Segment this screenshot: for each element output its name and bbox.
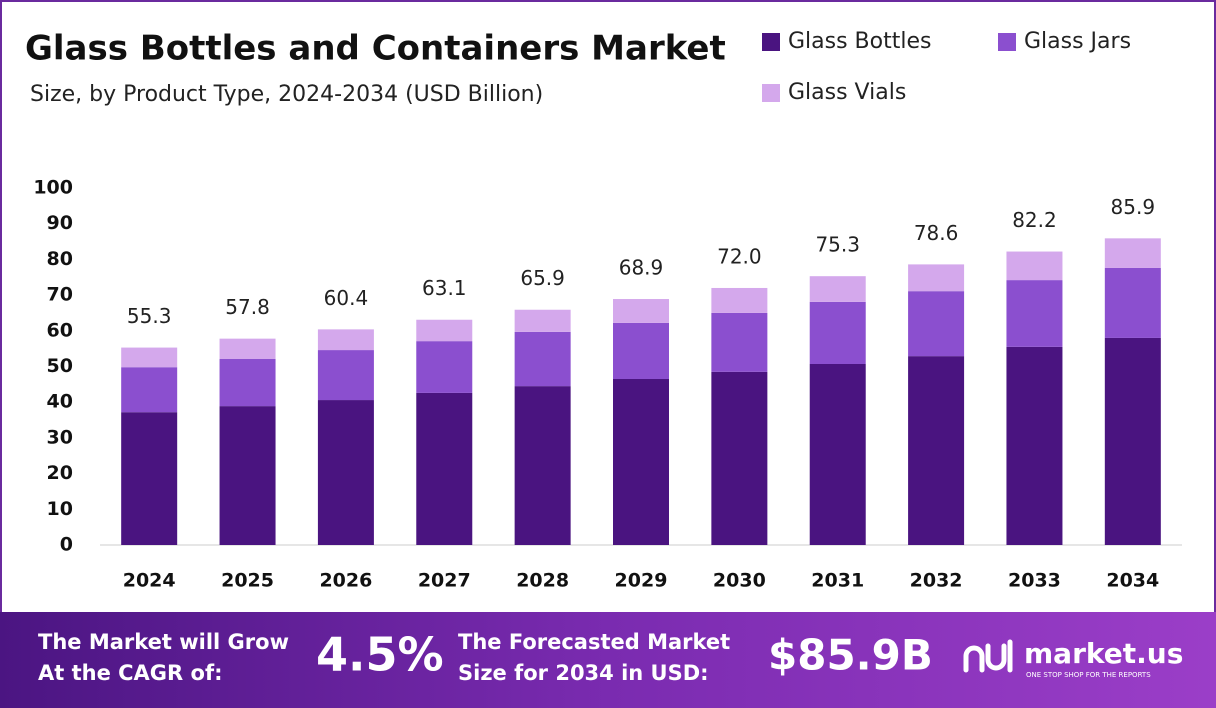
- x-tick-label: 2030: [713, 570, 766, 592]
- logo-icon: [963, 639, 1013, 673]
- y-tick-label: 10: [47, 498, 73, 520]
- bar-segment: [1104, 337, 1161, 545]
- total-label: 68.9: [619, 256, 664, 280]
- x-tick-label: 2031: [811, 570, 864, 592]
- x-tick-label: 2025: [221, 570, 274, 592]
- bar-segment: [317, 350, 374, 401]
- bar-segment: [219, 359, 276, 407]
- legend-swatch: [762, 84, 780, 102]
- bar-segment: [711, 312, 768, 372]
- bar-segment: [908, 264, 965, 292]
- bar-segment: [514, 386, 571, 545]
- bar-segment: [121, 412, 178, 545]
- total-label: 63.1: [422, 276, 467, 300]
- total-label: 85.9: [1111, 195, 1156, 219]
- x-tick-label: 2034: [1106, 570, 1159, 592]
- legend-swatch: [998, 33, 1016, 51]
- legend-label: Glass Jars: [1024, 29, 1131, 54]
- y-tick-label: 0: [60, 534, 73, 556]
- footer-text: Size for 2034 in USD:: [458, 661, 709, 685]
- bar-segment: [809, 276, 866, 302]
- bar-segment: [317, 400, 374, 545]
- footer-text: The Market will Grow: [38, 630, 289, 654]
- bar-segment: [908, 356, 965, 545]
- bar-segment: [1006, 251, 1063, 281]
- footer-band: [0, 612, 1216, 708]
- total-label: 57.8: [225, 295, 270, 319]
- bar-segment: [317, 329, 374, 351]
- total-label: 60.4: [324, 286, 369, 310]
- bar-segment: [219, 338, 276, 360]
- bar-segment: [809, 301, 866, 365]
- bar-segment: [416, 341, 473, 393]
- footer-value: $85.9B: [768, 631, 933, 680]
- legend-swatch: [762, 33, 780, 51]
- bar-segment: [514, 309, 571, 332]
- x-tick-label: 2024: [123, 570, 176, 592]
- x-tick-label: 2029: [615, 570, 668, 592]
- footer-text: At the CAGR of:: [38, 661, 223, 685]
- total-label: 72.0: [717, 244, 762, 268]
- total-label: 75.3: [815, 233, 860, 257]
- legend-label: Glass Vials: [788, 80, 906, 105]
- y-tick-label: 100: [33, 177, 73, 199]
- bar-segment: [514, 331, 571, 387]
- legend-label: Glass Bottles: [788, 29, 931, 54]
- bar-segment: [121, 347, 178, 368]
- y-tick-label: 40: [47, 391, 73, 413]
- bar-segment: [1104, 238, 1161, 268]
- y-tick-label: 70: [47, 284, 73, 306]
- bar-segment: [711, 287, 768, 313]
- bar-segment: [121, 367, 178, 413]
- y-tick-label: 20: [47, 462, 73, 484]
- x-tick-label: 2033: [1008, 570, 1061, 592]
- bar-segment: [416, 392, 473, 545]
- x-tick-label: 2026: [319, 570, 372, 592]
- bar-segment: [1006, 346, 1063, 545]
- chart-title: Glass Bottles and Containers Market: [25, 29, 726, 69]
- y-tick-label: 90: [47, 212, 73, 234]
- y-tick-label: 50: [47, 355, 73, 377]
- bar-segment: [809, 364, 866, 545]
- bar-segment: [416, 319, 473, 342]
- x-tick-label: 2032: [910, 570, 963, 592]
- y-tick-label: 80: [47, 248, 73, 270]
- total-label: 82.2: [1012, 208, 1057, 232]
- total-label: 78.6: [914, 221, 959, 245]
- y-tick-label: 30: [47, 426, 73, 448]
- brand: market.us: [1024, 637, 1183, 670]
- bar-segment: [908, 291, 965, 357]
- total-label: 65.9: [520, 266, 565, 290]
- total-label: 55.3: [127, 304, 172, 328]
- x-tick-label: 2028: [516, 570, 569, 592]
- bar-segment: [219, 406, 276, 545]
- bar-segment: [613, 378, 669, 545]
- footer-text: The Forecasted Market: [458, 630, 730, 654]
- y-tick-label: 60: [47, 319, 73, 341]
- footer-value: 4.5%: [316, 628, 444, 682]
- bar-segment: [1006, 280, 1063, 347]
- bar-segment: [711, 371, 768, 545]
- chart-subtitle: Size, by Product Type, 2024-2034 (USD Bi…: [30, 82, 543, 107]
- tagline: ONE STOP SHOP FOR THE REPORTS: [1026, 671, 1151, 679]
- bar-segment: [1104, 267, 1161, 338]
- bar-segment: [613, 322, 669, 379]
- bar-segment: [613, 299, 669, 323]
- x-tick-label: 2027: [418, 570, 471, 592]
